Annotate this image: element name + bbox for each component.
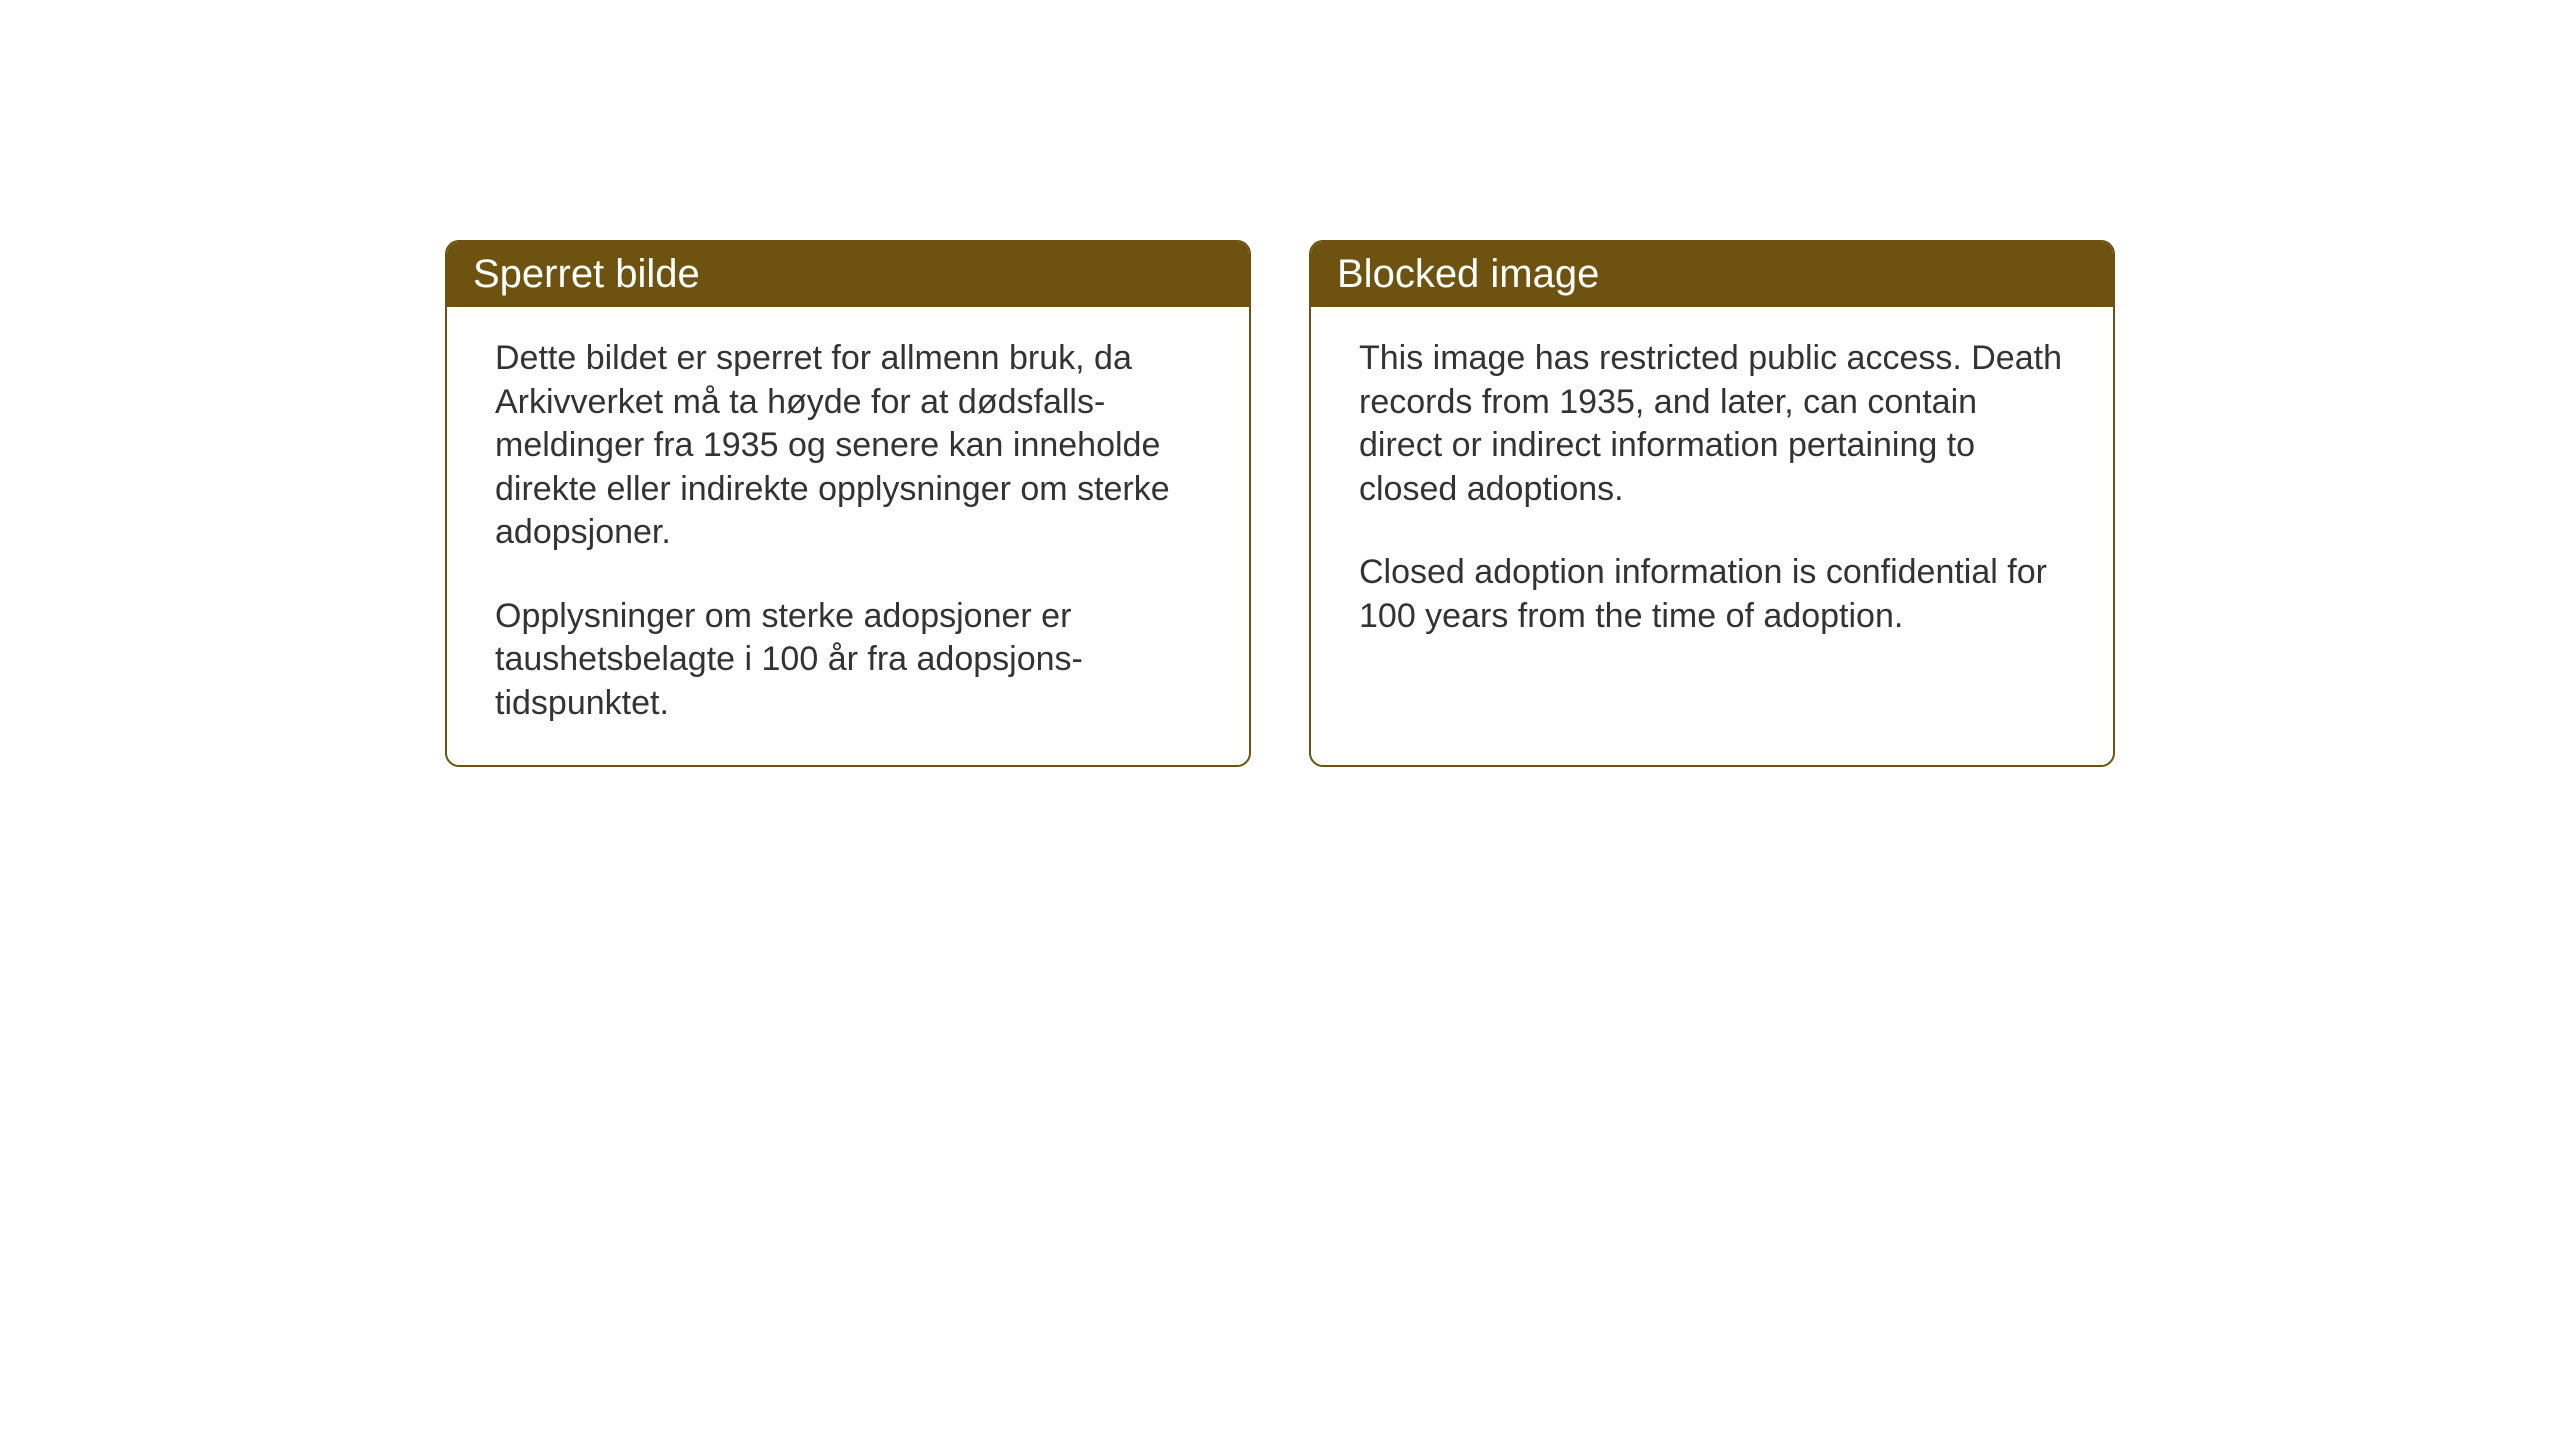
notice-paragraph-1-norwegian: Dette bildet er sperret for allmenn bruk… bbox=[495, 337, 1201, 555]
notice-container: Sperret bilde Dette bildet er sperret fo… bbox=[445, 240, 2115, 767]
notice-body-norwegian: Dette bildet er sperret for allmenn bruk… bbox=[447, 307, 1249, 765]
notice-header-english: Blocked image bbox=[1311, 242, 2113, 307]
notice-paragraph-1-english: This image has restricted public access.… bbox=[1359, 337, 2065, 511]
notice-body-english: This image has restricted public access.… bbox=[1311, 307, 2113, 678]
notice-paragraph-2-norwegian: Opplysninger om sterke adopsjoner er tau… bbox=[495, 595, 1201, 726]
notice-card-english: Blocked image This image has restricted … bbox=[1309, 240, 2115, 767]
notice-header-norwegian: Sperret bilde bbox=[447, 242, 1249, 307]
notice-paragraph-2-english: Closed adoption information is confident… bbox=[1359, 551, 2065, 638]
notice-card-norwegian: Sperret bilde Dette bildet er sperret fo… bbox=[445, 240, 1251, 767]
